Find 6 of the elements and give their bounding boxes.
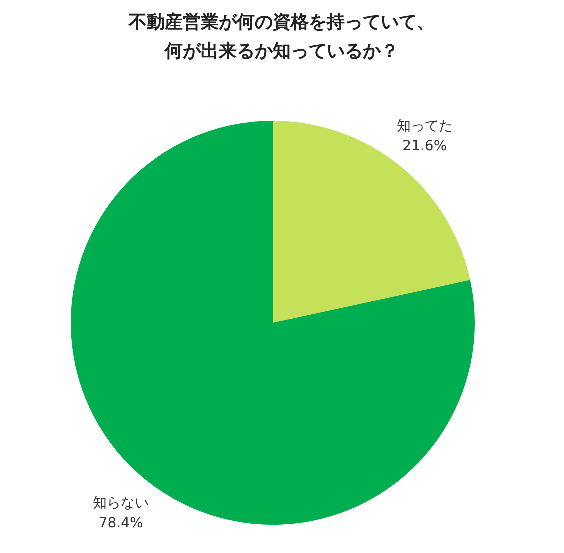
chart-title: 不動産営業が何の資格を持っていて、何が出来るか知っているか？	[128, 11, 436, 64]
slice-label: 知らない	[93, 495, 150, 512]
data-label: 78.4%	[98, 515, 144, 532]
pie-slice	[273, 121, 470, 323]
slice-label: 知ってた	[396, 118, 453, 135]
data-label: 21.6%	[402, 138, 448, 155]
